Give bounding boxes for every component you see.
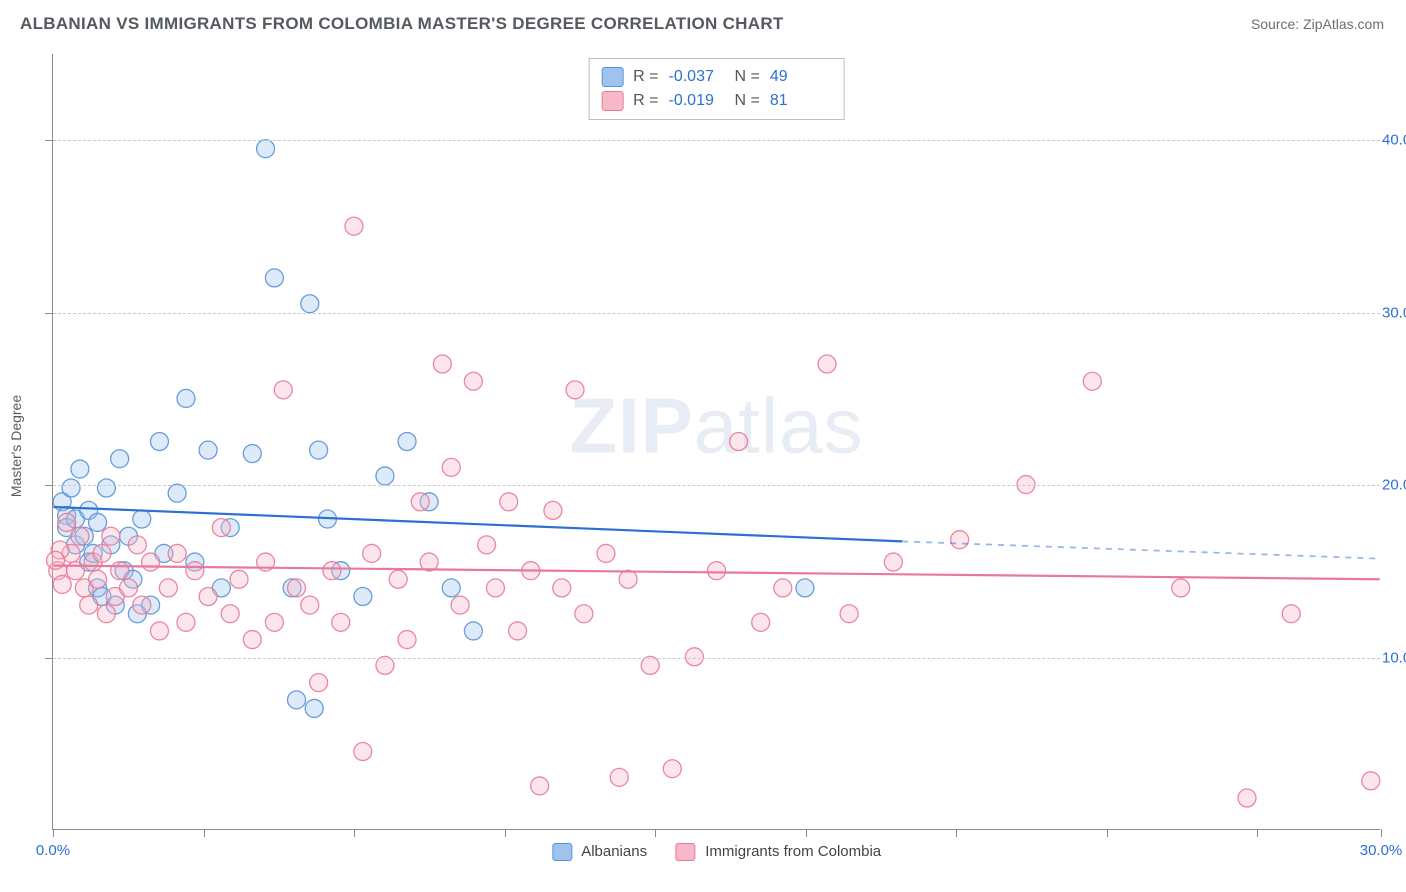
legend-item-albanians: Albanians [552, 843, 647, 861]
legend-label-colombia: Immigrants from Colombia [705, 843, 881, 860]
chart-title: ALBANIAN VS IMMIGRANTS FROM COLOMBIA MAS… [20, 14, 784, 34]
source-label: Source: ZipAtlas.com [1251, 16, 1384, 32]
r-value-albanians: -0.037 [669, 68, 725, 86]
x-tick-label: 0.0% [36, 842, 70, 859]
y-tick-label: 10.0% [1382, 649, 1406, 666]
n-value-albanians: 49 [770, 68, 826, 86]
stats-row-albanians: R = -0.037 N = 49 [601, 65, 826, 89]
legend-item-colombia: Immigrants from Colombia [675, 843, 881, 861]
n-label: N = [735, 68, 760, 86]
y-tick-label: 20.0% [1382, 477, 1406, 494]
y-axis-label: Master's Degree [8, 395, 24, 497]
header: ALBANIAN VS IMMIGRANTS FROM COLOMBIA MAS… [0, 0, 1406, 42]
chart-area: ZIPatlas R = -0.037 N = 49 R = -0.019 N … [52, 54, 1380, 830]
stats-row-colombia: R = -0.019 N = 81 [601, 89, 826, 113]
swatch-albanians-legend [552, 843, 572, 861]
x-tick-label: 30.0% [1360, 842, 1403, 859]
swatch-albanians [601, 67, 623, 87]
plot-svg [53, 54, 1380, 829]
swatch-colombia-legend [675, 843, 695, 861]
legend-bottom: Albanians Immigrants from Colombia [552, 843, 881, 861]
legend-label-albanians: Albanians [581, 843, 647, 860]
r-value-colombia: -0.019 [669, 92, 725, 110]
r-label: R = [633, 68, 658, 86]
swatch-colombia [601, 91, 623, 111]
r-label: R = [633, 92, 658, 110]
n-label: N = [735, 92, 760, 110]
n-value-colombia: 81 [770, 92, 826, 110]
y-tick-label: 40.0% [1382, 132, 1406, 149]
stats-box: R = -0.037 N = 49 R = -0.019 N = 81 [588, 58, 845, 120]
y-tick-label: 30.0% [1382, 304, 1406, 321]
